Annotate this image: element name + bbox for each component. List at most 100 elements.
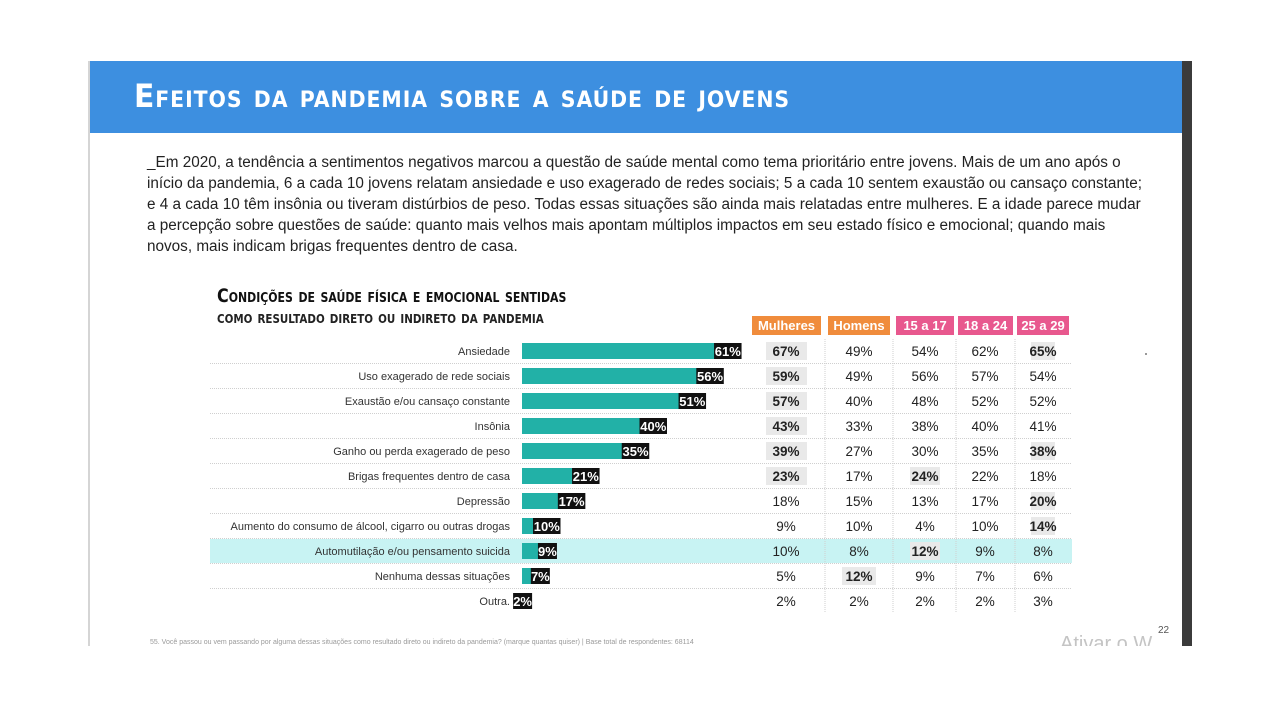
bar-value-label: 40% [640, 419, 666, 434]
table-cell: 7% [975, 569, 995, 584]
table-cell: 59% [772, 369, 799, 384]
category-label: Depressão [457, 496, 510, 508]
category-label: Brigas frequentes dentro de casa [348, 471, 511, 483]
table-cell: 6% [1033, 569, 1053, 584]
table-cell: 41% [1029, 419, 1056, 434]
chart-subtitle: como resultado direto ou indireto da pan… [217, 308, 544, 328]
table-cell: 2% [915, 594, 935, 609]
table-cell: 49% [845, 369, 872, 384]
table-cell: 12% [845, 569, 872, 584]
bar-value-box [533, 518, 561, 534]
table-cell: 48% [911, 394, 938, 409]
table-cell-highlight [910, 467, 940, 485]
table-cell: 4% [915, 519, 935, 534]
table-cell-highlight [766, 442, 807, 460]
bar [522, 368, 721, 384]
table-cell: 56% [911, 369, 938, 384]
slide-title: Efeitos da pandemia sobre a saúde de jov… [134, 77, 791, 115]
table-cell: 17% [845, 469, 872, 484]
table-cell: 62% [971, 344, 998, 359]
table-cell-highlight [766, 417, 807, 435]
table-cell: 38% [1029, 444, 1056, 459]
column-header-homens: Homens [828, 316, 890, 335]
category-label: Automutilação e/ou pensamento suicida [315, 546, 511, 558]
bar [522, 443, 647, 459]
table-cell: 38% [911, 419, 938, 434]
bar-value-label: 21% [573, 469, 599, 484]
bar-value-box [557, 493, 586, 509]
bar-value-box [696, 368, 724, 384]
chart-title: Condições de saúde física e emocional se… [217, 285, 567, 307]
table-cell: 2% [776, 594, 796, 609]
table-cell-highlight [842, 567, 876, 585]
table-cell: 14% [1029, 519, 1056, 534]
footnote: 55. Você passou ou vem passando por algu… [150, 639, 694, 646]
table-cell: 9% [776, 519, 796, 534]
table-cell: 67% [772, 344, 799, 359]
bar-value-box [621, 443, 650, 459]
table-cell: 65% [1029, 344, 1056, 359]
bar-value-label: 2% [513, 594, 532, 609]
table-cell: 57% [971, 369, 998, 384]
intro-paragraph: _Em 2020, a tendência a sentimentos nega… [147, 154, 1142, 255]
table-cell: 12% [911, 544, 938, 559]
table-cell: 18% [1029, 469, 1056, 484]
page-number: 22 [1158, 625, 1170, 636]
bar-value-box [513, 593, 533, 609]
stray-dot [1145, 353, 1147, 355]
table-cell-highlight [1031, 492, 1055, 510]
table-cell: 27% [845, 444, 872, 459]
table-cell: 35% [971, 444, 998, 459]
category-label: Insônia [475, 421, 511, 433]
table-cell: 8% [849, 544, 869, 559]
table-cell-highlight [766, 467, 807, 485]
bar-value-label: 51% [679, 394, 705, 409]
table-cell: 52% [1029, 394, 1056, 409]
table-cell: 20% [1029, 494, 1056, 509]
table-cell: 15% [845, 494, 872, 509]
bar [522, 393, 704, 409]
table-cell: 22% [971, 469, 998, 484]
column-header-18-a-24: 18 a 24 [958, 316, 1013, 335]
column-header-mulheres: Mulheres [752, 316, 821, 335]
table-cell: 33% [845, 419, 872, 434]
bar-value-label: 17% [559, 494, 585, 509]
column-header-15-a-17: 15 a 17 [896, 316, 954, 335]
bar-value-box [530, 568, 550, 584]
table-cell-highlight [1031, 442, 1055, 460]
table-cell: 2% [849, 594, 869, 609]
bar-value-label: 56% [697, 369, 723, 384]
bar-value-label: 10% [534, 519, 560, 534]
table-cell-highlight [766, 367, 807, 385]
table-cell: 17% [971, 494, 998, 509]
table-cell: 54% [1029, 369, 1056, 384]
bar [522, 418, 664, 434]
table-cell: 9% [915, 569, 935, 584]
bar-value-box [714, 343, 742, 359]
bar-value-box [572, 468, 600, 484]
table-cell: 2% [975, 594, 995, 609]
table-cell: 39% [772, 444, 799, 459]
table-cell: 18% [772, 494, 799, 509]
table-cell: 10% [772, 544, 799, 559]
table-cell: 10% [845, 519, 872, 534]
table-cell: 3% [1033, 594, 1053, 609]
category-label: Exaustão e/ou cansaço constante [345, 396, 510, 408]
table-cell: 57% [772, 394, 799, 409]
table-cell-highlight [766, 342, 807, 360]
category-label: Ganho ou perda exagerado de peso [333, 446, 510, 458]
bar-value-box [537, 543, 557, 559]
table-cell: 43% [772, 419, 799, 434]
table-cell: 52% [971, 394, 998, 409]
bar-value-box [639, 418, 667, 434]
table-cell-highlight [766, 392, 807, 410]
table-cell-highlight [1031, 342, 1055, 360]
activation-watermark: Ativar o W [1060, 633, 1153, 646]
table-cell: 24% [911, 469, 938, 484]
title-bar: Efeitos da pandemia sobre a saúde de jov… [90, 61, 1182, 133]
bar-value-label: 61% [715, 344, 741, 359]
bar-value-label: 9% [538, 544, 557, 559]
table-cell: 30% [911, 444, 938, 459]
bar-value-label: 35% [622, 444, 648, 459]
category-label: Aumento do consumo de álcool, cigarro ou… [231, 521, 511, 533]
